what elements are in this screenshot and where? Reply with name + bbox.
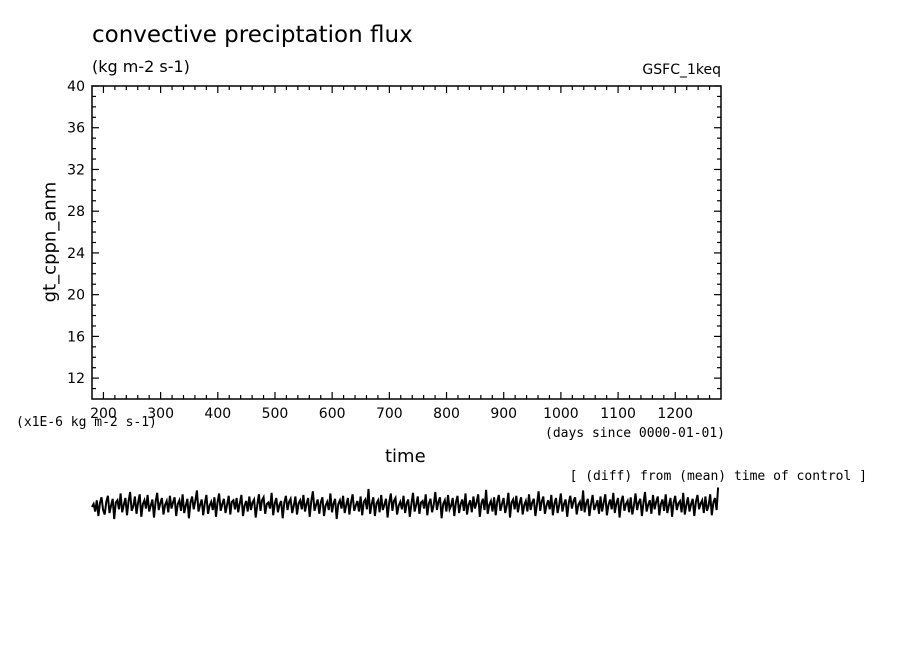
x-tick-label: 200 bbox=[90, 406, 117, 422]
x-tick-label: 700 bbox=[376, 406, 403, 422]
tick-labels: 200 300 400 500 600 700 800 900 1000 1100 1200 12 16… bbox=[67, 79, 693, 422]
x-tick-label: 500 bbox=[262, 406, 289, 422]
diff-note: [ (diff) from (mean) time of control ] bbox=[569, 469, 867, 484]
x-tick-label: 300 bbox=[147, 406, 174, 422]
x-tick-label: 900 bbox=[490, 406, 517, 422]
series-line bbox=[91, 487, 720, 520]
x-tick-label: 1000 bbox=[543, 406, 579, 422]
x-tick-label: 1100 bbox=[600, 406, 636, 422]
y-tick-label: 16 bbox=[67, 329, 85, 345]
y-tick-label: 32 bbox=[67, 162, 85, 178]
x-tick-label: 800 bbox=[433, 406, 460, 422]
x-tick-label: 400 bbox=[204, 406, 231, 422]
y-tick-label: 20 bbox=[67, 288, 85, 304]
x-tick-label: 600 bbox=[319, 406, 346, 422]
x-axis-label: time bbox=[385, 446, 426, 467]
y-tick-label: 36 bbox=[67, 121, 85, 137]
y-tick-label: 40 bbox=[67, 79, 85, 95]
y-tick-label: 24 bbox=[67, 246, 85, 262]
chart-units: (kg m-2 s-1) bbox=[92, 57, 190, 76]
x-axis-units: (days since 0000-01-01) bbox=[545, 426, 726, 441]
x-tick-label: 1200 bbox=[657, 406, 693, 422]
y-scale-note: (x1E-6 kg m-2 s-1) bbox=[16, 415, 157, 430]
y-tick-label: 28 bbox=[67, 204, 85, 220]
model-name: GSFC_1keq bbox=[642, 62, 721, 78]
y-tick-label: 12 bbox=[67, 371, 85, 387]
plot-frame bbox=[91, 85, 722, 400]
axis-ticks bbox=[92, 85, 721, 399]
chart-title: convective preciptation flux bbox=[92, 22, 413, 48]
